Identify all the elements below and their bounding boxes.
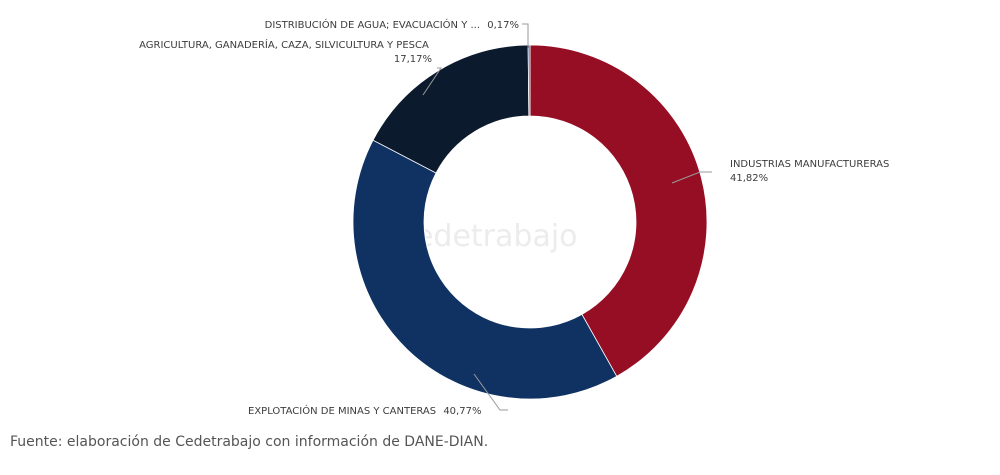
leader-line-agricultura [422, 67, 442, 96]
watermark: cedetrabajo [398, 219, 577, 254]
donut-slice-0 [529, 44, 708, 377]
donut-slice-1 [352, 139, 618, 400]
donut-slice-3 [527, 44, 531, 117]
donut-chart: cedetrabajo INDUSTRIAS MANUFACTURERAS 41… [139, 18, 893, 417]
leader-line-minas [473, 373, 508, 411]
label-agricultura-name: AGRICULTURA, GANADERÍA, CAZA, SILVICULTU… [139, 38, 429, 51]
label-minas-value: 40,77% [443, 406, 481, 417]
label-industrias-value: 41,82% [730, 173, 768, 184]
source-note: Fuente: elaboración de Cedetrabajo con i… [10, 434, 489, 450]
label-distribucion-value: 0,17% [487, 20, 519, 31]
label-industrias: INDUSTRIAS MANUFACTURERAS 41,82% [730, 159, 893, 184]
label-agricultura-value: 17,17% [394, 54, 432, 65]
label-minas: EXPLOTACIÓN DE MINAS Y CANTERAS 40,77% [248, 404, 481, 417]
donut-slices [352, 44, 708, 400]
label-distribucion: DISTRIBUCIÓN DE AGUA; EVACUACIÓN Y ... 0… [265, 18, 519, 31]
label-agricultura: AGRICULTURA, GANADERÍA, CAZA, SILVICULTU… [139, 38, 432, 65]
label-industrias-name: INDUSTRIAS MANUFACTURERAS [730, 159, 889, 170]
label-distribucion-name: DISTRIBUCIÓN DE AGUA; EVACUACIÓN Y ... [265, 18, 480, 31]
leader-line-distribucion [522, 23, 529, 48]
leader-line-industrias [671, 171, 712, 184]
label-minas-name: EXPLOTACIÓN DE MINAS Y CANTERAS [248, 404, 436, 417]
